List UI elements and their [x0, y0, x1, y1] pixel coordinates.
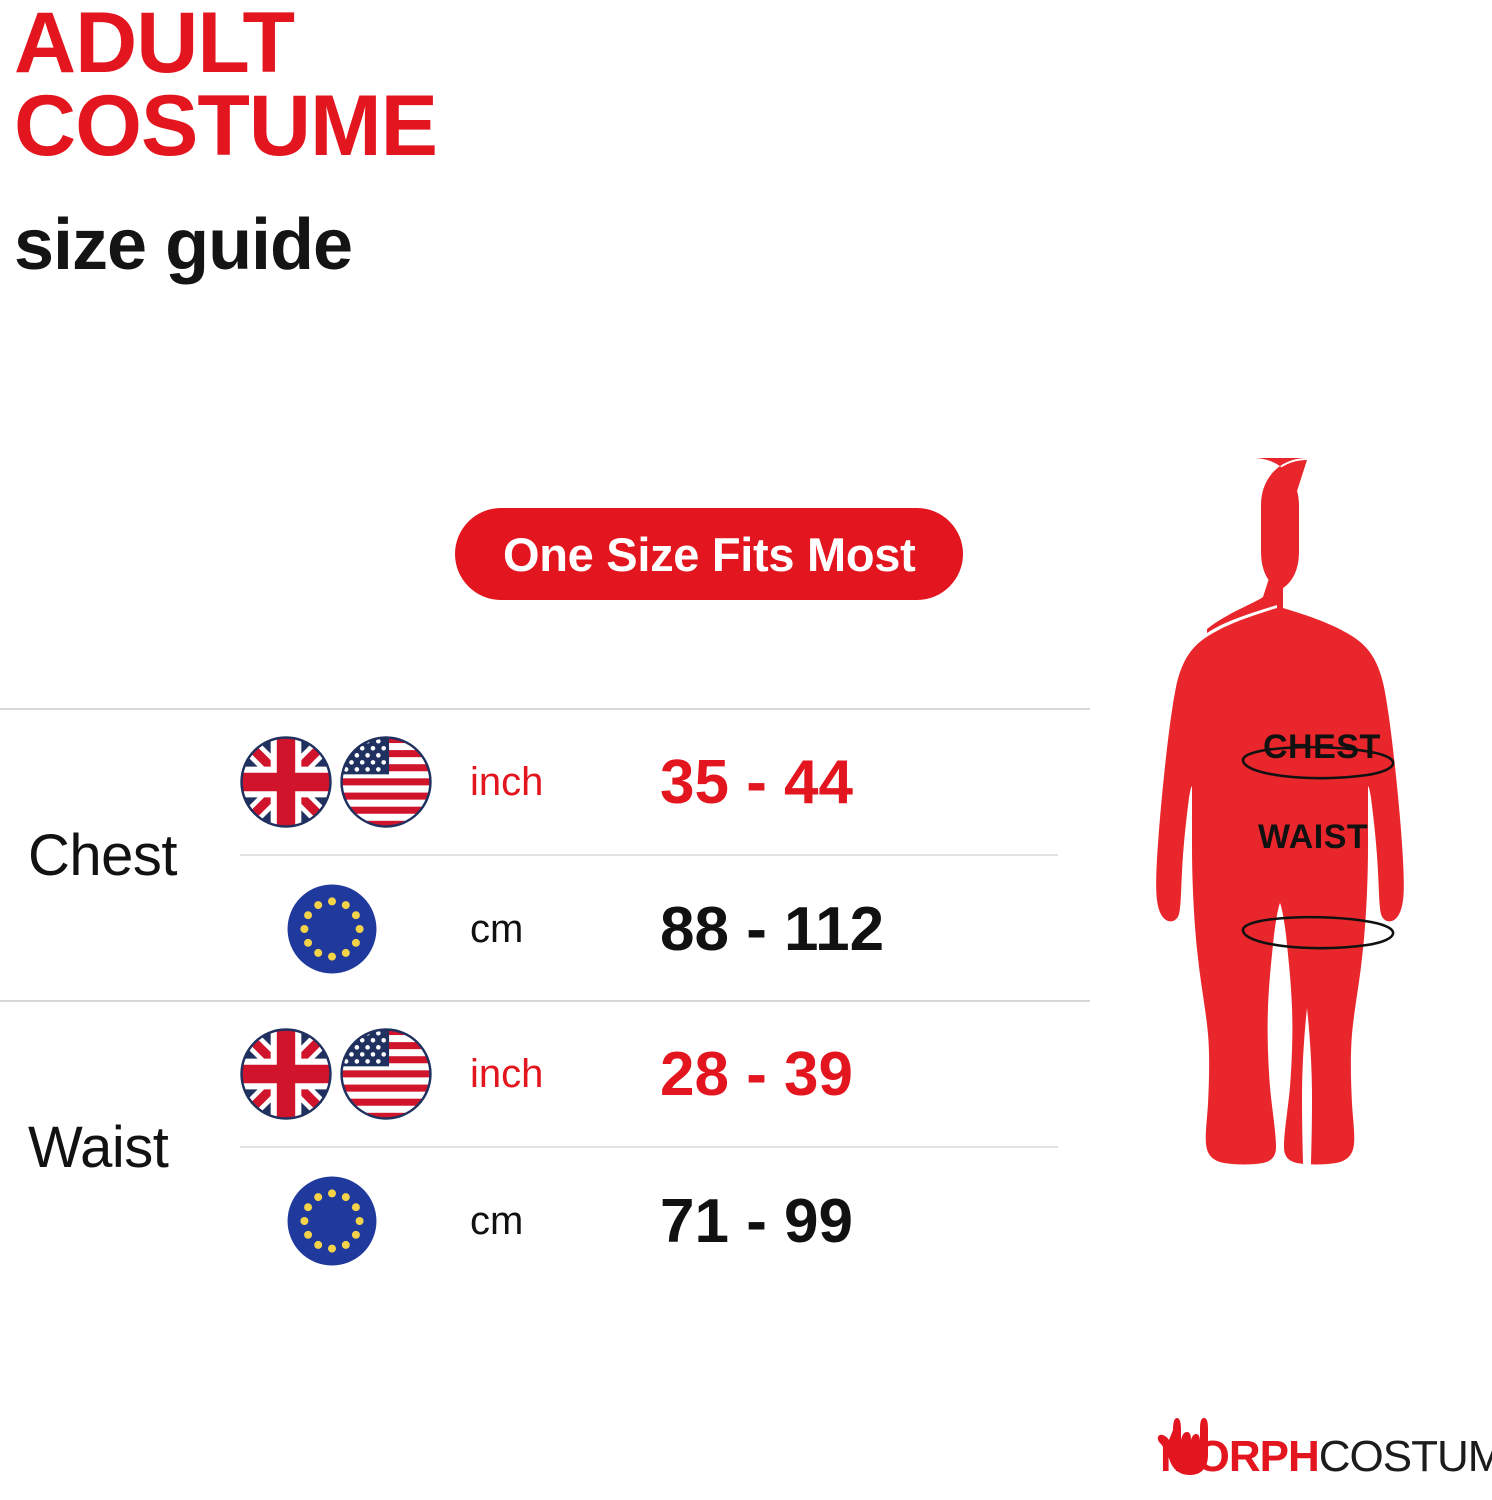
unit-row-cm: cm 71 - 99 [240, 1148, 1058, 1294]
unit-row-cm: cm 88 - 112 [240, 856, 1058, 1002]
waist-measure-ellipse [1241, 915, 1395, 950]
value-chest-inch: 35 - 44 [660, 747, 854, 817]
waist-measure-label: WAIST [1258, 818, 1369, 856]
flag-group-eu [240, 883, 470, 975]
rock-hand-icon [1157, 1418, 1208, 1475]
page-title: ADULT COSTUME size guide [14, 0, 438, 286]
measure-tape-lines [1241, 745, 1395, 950]
sub-row-divider [240, 1146, 1058, 1148]
page-subtitle: size guide [14, 205, 353, 286]
flag-group-uk-us [240, 1028, 470, 1120]
us-flag-icon [340, 1028, 432, 1120]
unit-label-cm: cm [470, 1198, 524, 1243]
value-chest-cm: 88 - 112 [660, 894, 885, 964]
flag-group-uk-us [240, 736, 470, 828]
row-divider [0, 708, 1090, 710]
size-guide-table: Chest [0, 708, 1090, 1292]
title-line-2: COSTUME [14, 77, 438, 174]
table-row: Chest [0, 708, 1090, 1000]
sub-row-divider [240, 854, 1058, 856]
eu-flag-icon [287, 884, 377, 974]
unit-row-inch: inch 28 - 39 [240, 1002, 1058, 1146]
table-row: Waist [0, 1000, 1090, 1292]
uk-flag-icon [240, 736, 332, 828]
body-silhouette-icon [1156, 458, 1444, 1248]
eu-flag-icon [287, 1176, 377, 1266]
unit-row-inch: inch 35 - 44 [240, 710, 1058, 854]
title-line-1: ADULT [14, 0, 295, 91]
one-size-badge: One Size Fits Most [455, 508, 964, 600]
value-waist-cm: 71 - 99 [660, 1186, 854, 1256]
uk-flag-icon [240, 1028, 332, 1120]
measurement-label-waist: Waist [28, 1114, 169, 1180]
unit-label-inch: inch [470, 1051, 544, 1096]
status-badge: One Size Fits Most [503, 527, 916, 581]
chest-measure-label: CHEST [1263, 728, 1381, 766]
measurement-label-chest: Chest [28, 822, 178, 888]
us-flag-icon [340, 736, 432, 828]
value-waist-inch: 28 - 39 [660, 1039, 854, 1109]
unit-label-cm: cm [470, 906, 524, 951]
brand-logo[interactable]: MORPH COSTUMES [1157, 1418, 1492, 1482]
flag-group-eu [240, 1175, 470, 1267]
logo-secondary-text: COSTUMES [1318, 1432, 1492, 1481]
row-divider [0, 1000, 1090, 1002]
chest-measure-ellipse [1241, 745, 1395, 780]
unit-label-inch: inch [470, 759, 544, 804]
